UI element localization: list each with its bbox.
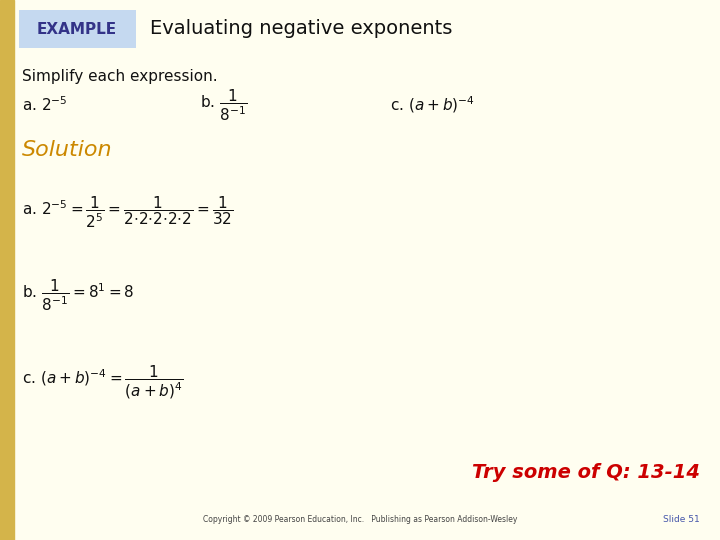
Text: Slide 51: Slide 51 [663, 516, 700, 524]
Text: Evaluating negative exponents: Evaluating negative exponents [150, 19, 452, 38]
Text: Copyright © 2009 Pearson Education, Inc.   Publishing as Pearson Addison-Wesley: Copyright © 2009 Pearson Education, Inc.… [203, 516, 517, 524]
Text: Solution: Solution [22, 140, 112, 160]
Bar [0, 0, 14, 540]
Text: b. $\dfrac{1}{8^{-1}} = 8^{1} = 8$: b. $\dfrac{1}{8^{-1}} = 8^{1} = 8$ [22, 277, 135, 313]
Text: c. $(a+b)^{-4} = \dfrac{1}{(a+b)^{4}}$: c. $(a+b)^{-4} = \dfrac{1}{(a+b)^{4}}$ [22, 363, 184, 401]
Text: b. $\dfrac{1}{8^{-1}}$: b. $\dfrac{1}{8^{-1}}$ [200, 87, 248, 123]
Text: c. $(a+b)^{-4}$: c. $(a+b)^{-4}$ [390, 94, 475, 116]
Text: Simplify each expression.: Simplify each expression. [22, 70, 217, 84]
Text: Try some of Q: 13-14: Try some of Q: 13-14 [472, 462, 700, 482]
Text: a. $2^{-5}$: a. $2^{-5}$ [22, 96, 68, 114]
FancyBboxPatch shape [19, 10, 136, 48]
Text: EXAMPLE: EXAMPLE [37, 22, 117, 37]
Text: a. $2^{-5} = \dfrac{1}{2^{5}} = \dfrac{1}{2{\cdot}2{\cdot}2{\cdot}2{\cdot}2} = \: a. $2^{-5} = \dfrac{1}{2^{5}} = \dfrac{1… [22, 194, 233, 230]
